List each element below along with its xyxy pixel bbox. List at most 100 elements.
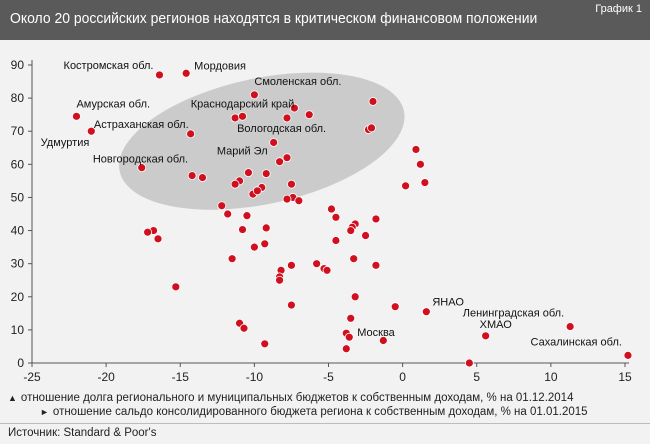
source-footer: Источник: Standard & Poor's (0, 423, 650, 444)
data-point (371, 214, 381, 224)
data-point (153, 234, 163, 244)
data-point (481, 331, 491, 341)
y-tick-label: 80 (11, 91, 25, 105)
x-tick-label: -15 (172, 370, 190, 384)
y-tick-label: 30 (11, 257, 25, 271)
data-point (238, 111, 247, 121)
x-tick-label: 15 (618, 370, 632, 384)
x-tick-label: -10 (246, 370, 264, 384)
legend-x-entry: ▲ отношение долга регионального и муницип… (8, 392, 573, 404)
triangle-up-icon: ▲ (8, 393, 17, 403)
region-label: Марий Эл (217, 145, 268, 157)
data-point (186, 129, 196, 139)
data-point (331, 212, 341, 222)
data-point (143, 227, 153, 237)
data-point (269, 138, 279, 147)
y-tick-label: 40 (11, 224, 25, 238)
data-point (349, 254, 359, 264)
data-point (416, 159, 425, 169)
region-label: Новгородская обл. (93, 154, 188, 166)
data-point (238, 225, 247, 234)
y-tick-label: 60 (11, 157, 25, 171)
data-point (327, 204, 336, 214)
data-point (244, 168, 253, 178)
data-point (378, 336, 388, 345)
data-point (282, 153, 292, 163)
data-point (344, 332, 354, 342)
chart-header: Около 20 российских регионов находятся в… (0, 0, 650, 40)
y-tick-label: 50 (11, 190, 25, 204)
y-tick-label: 90 (11, 58, 25, 72)
legend-y-text: отношение сальдо консолидированного бюдж… (52, 406, 588, 418)
x-tick-label: 5 (473, 370, 480, 384)
triangle-right-icon: ► (40, 407, 49, 417)
x-tick-label: -20 (97, 370, 115, 384)
data-point (261, 223, 271, 233)
data-point (623, 350, 633, 360)
data-point (252, 186, 262, 196)
data-point (227, 254, 237, 264)
data-point (290, 103, 299, 113)
data-point (287, 260, 296, 270)
x-tick-label: -25 (23, 370, 41, 384)
data-point (411, 145, 421, 154)
data-point (401, 181, 410, 191)
data-point (282, 194, 292, 204)
y-tick-label: 10 (11, 323, 25, 337)
legend: ▲ отношение долга регионального и муницип… (0, 392, 650, 422)
legend-y-entry: ► отношение сальдо консолидированного бюд… (40, 406, 588, 418)
data-point (249, 242, 259, 252)
figure-label: График 1 (595, 3, 642, 15)
data-point (137, 163, 147, 173)
data-point (72, 111, 81, 121)
data-point (565, 322, 575, 331)
data-point (421, 307, 431, 317)
region-label: Ленинградская обл. (463, 308, 564, 320)
data-point (275, 157, 284, 167)
data-point (312, 259, 322, 269)
data-point (294, 196, 304, 206)
region-label: ЯНАО (432, 297, 464, 309)
data-point (260, 239, 270, 249)
data-point (350, 292, 360, 302)
data-point (346, 226, 356, 235)
data-point (230, 113, 240, 123)
data-point (287, 300, 296, 310)
data-point (275, 275, 284, 285)
legend-x-text: отношение долга регионального и муниципа… (20, 392, 574, 404)
region-label: Москва (357, 327, 395, 339)
data-point (249, 90, 259, 100)
data-point (464, 358, 474, 368)
region-label: Вологодская обл. (237, 123, 326, 135)
data-point (86, 126, 96, 136)
data-point (341, 344, 351, 354)
data-point (223, 209, 233, 219)
x-tick-label: 0 (399, 370, 406, 384)
y-tick-label: 20 (11, 290, 25, 304)
data-point (230, 179, 240, 189)
data-point (367, 123, 376, 133)
data-point (239, 323, 249, 333)
data-point (181, 68, 191, 78)
source-text: Источник: Standard & Poor's (8, 427, 157, 439)
data-point (198, 173, 207, 182)
data-point (287, 179, 296, 189)
data-point (304, 110, 314, 120)
region-label: Краснодарский край (191, 98, 295, 110)
y-tick-label: 0 (17, 356, 24, 370)
data-point (187, 171, 197, 180)
data-point (260, 339, 270, 349)
data-point (171, 282, 181, 292)
x-tick-label: -5 (323, 370, 334, 384)
region-label: Сахалинская обл. (531, 336, 622, 348)
scatter-chart: -25 -20 -15 -10 -5 0 5 10 150102030405060708090 … (11, 58, 633, 384)
region-label: ХМАО (480, 319, 513, 331)
data-point (371, 260, 381, 270)
region-label: Астраханская обл. (94, 119, 189, 131)
data-point (346, 313, 356, 323)
chart-title: Около 20 российских регионов находятся в… (10, 10, 538, 27)
data-point (261, 169, 271, 179)
data-point (217, 201, 227, 211)
region-label: Амурская обл. (76, 98, 150, 110)
region-label: Смоленская обл. (254, 76, 341, 88)
